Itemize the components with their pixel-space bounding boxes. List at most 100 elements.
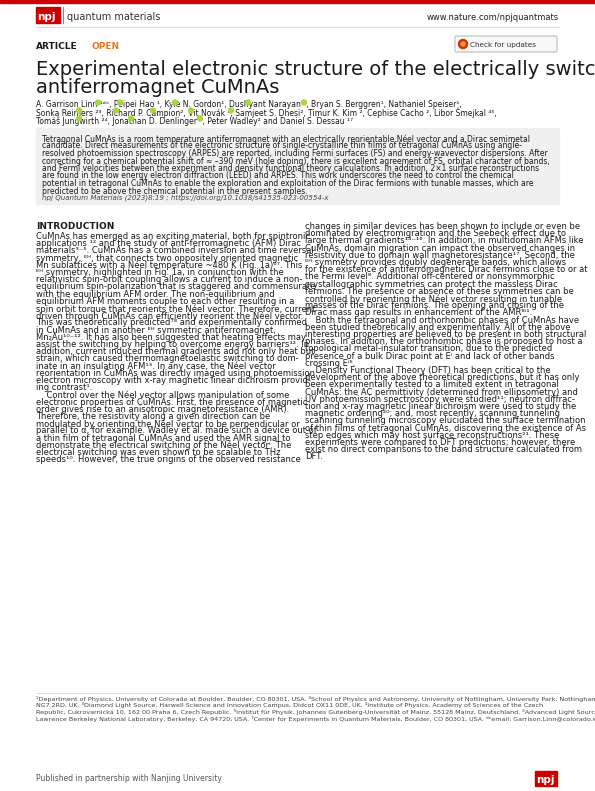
Circle shape (198, 116, 202, 121)
Bar (0, 0, 595, 2)
Text: equilibrium spin-polarization that is staggered and commensurate: equilibrium spin-polarization that is st… (36, 282, 315, 291)
Text: Check for updates: Check for updates (470, 41, 536, 47)
Circle shape (173, 100, 177, 105)
Text: crystallographic symmetries can protect the massless Dirac: crystallographic symmetries can protect … (305, 279, 558, 289)
Text: for the existence of antiferromagnetic Dirac fermions close to or at: for the existence of antiferromagnetic D… (305, 265, 587, 274)
Text: npj Quantum Materials (2023)8:19 ; https://doi.org/10.1038/s41535-023-00554-x: npj Quantum Materials (2023)8:19 ; https… (42, 194, 328, 201)
Text: A. Garrison Linn ¹ᵈˣ, Peipei Hao ¹, Kyle N. Gordon¹, Dushyant Narayan ¹, Bryan S: A. Garrison Linn ¹ᵈˣ, Peipei Hao ¹, Kyle… (36, 100, 462, 109)
Circle shape (151, 108, 155, 113)
Text: reorientation in CuMnAs was directly imaged using photoemission: reorientation in CuMnAs was directly ima… (36, 369, 315, 378)
Text: symmetry, ᴱᴴ, that connects two oppositely oriented magnetic: symmetry, ᴱᴴ, that connects two opposite… (36, 254, 298, 263)
Text: demonstrate the electrical switching of the Néel vectorⁱ. The: demonstrate the electrical switching of … (36, 441, 292, 450)
Text: potential in tetragonal CuMnAs to enable the exploration and exploitation of the: potential in tetragonal CuMnAs to enable… (42, 179, 534, 188)
Text: electron microscopy with x-ray magnetic linear dichroism provid-: electron microscopy with x-ray magnetic … (36, 376, 311, 385)
Circle shape (302, 100, 306, 105)
Text: inate in an insulating AFM¹³. In any case, the Néel vector: inate in an insulating AFM¹³. In any cas… (36, 361, 275, 371)
Bar (36, 7, 60, 23)
Text: INTRODUCTION: INTRODUCTION (36, 222, 114, 231)
Text: fermions. The presence or absence of these symmetries can be: fermions. The presence or absence of the… (305, 287, 574, 296)
Circle shape (461, 42, 465, 46)
Text: Density Functional Theory (DFT) has been critical to the: Density Functional Theory (DFT) has been… (305, 366, 550, 375)
Text: addition, current induced thermal gradients add not only heat but: addition, current induced thermal gradie… (36, 347, 314, 356)
Text: topological metal-insulator transition, due to the predicted: topological metal-insulator transition, … (305, 344, 552, 354)
Text: ¹Department of Physics, University of Colorado at Boulder, Boulder, CO 80301, US: ¹Department of Physics, University of Co… (36, 696, 595, 702)
Circle shape (246, 100, 250, 105)
Text: scanning tunneling microscopy elucidated the surface termination: scanning tunneling microscopy elucidated… (305, 416, 585, 426)
Text: www.nature.com/npjquantmats: www.nature.com/npjquantmats (427, 13, 559, 22)
Text: experiments were compared to DFT predictions; however, there: experiments were compared to DFT predict… (305, 438, 575, 447)
Text: NG7 2RD, UK. ³Diamond Light Source, Harwell Science and Innovation Campus, Didco: NG7 2RD, UK. ³Diamond Light Source, Harw… (36, 702, 543, 709)
Text: correcting for a chemical potential shift of ≈ –390 meV (hole doping), there is : correcting for a chemical potential shif… (42, 157, 550, 165)
Text: order gives rise to an anisotropic magnetoresistance (AMR).: order gives rise to an anisotropic magne… (36, 405, 289, 414)
Text: modulated by orienting the Néel vector to be perpendicular or: modulated by orienting the Néel vector t… (36, 419, 300, 429)
Text: Lawrence Berkeley National Laboratory, Berkeley, CA 94720, USA. ⁷Center for Expe: Lawrence Berkeley National Laboratory, B… (36, 716, 595, 721)
Text: Therefore, the resistivity along a given direction can be: Therefore, the resistivity along a given… (36, 412, 270, 421)
Text: quantum materials: quantum materials (67, 12, 161, 22)
Bar (535, 771, 557, 786)
Text: parallel to α, for example. Wadley et al. made such a device out of: parallel to α, for example. Wadley et al… (36, 426, 317, 435)
Text: equilibrium AFM moments couple to each other resulting in a: equilibrium AFM moments couple to each o… (36, 297, 295, 306)
Text: strain, which caused thermomagnetoelastic switching to dom-: strain, which caused thermomagnetoelasti… (36, 354, 299, 363)
Text: with the equilibrium AFM order. The non-equilibrium and: with the equilibrium AFM order. The non-… (36, 290, 275, 298)
Circle shape (77, 108, 82, 113)
Text: Both the tetragonal and orthorhombic phases of CuMnAs have: Both the tetragonal and orthorhombic pha… (305, 316, 579, 324)
Text: presence of a bulk Dirac point at Eⁱ and lack of other bands: presence of a bulk Dirac point at Eⁱ and… (305, 352, 555, 361)
Text: ing contrast¹.: ing contrast¹. (36, 383, 92, 392)
Text: materials³⁻⁵. CuMnAs has a combined inversion and time reversal: materials³⁻⁵. CuMnAs has a combined inve… (36, 247, 314, 255)
Text: Experimental electronic structure of the electrically switchable: Experimental electronic structure of the… (36, 60, 595, 79)
Text: masses of the Dirac fermions. The opening and closing of the: masses of the Dirac fermions. The openin… (305, 301, 564, 310)
Text: UV photoemission spectroscopy were studied¹¹; neutron diffrac-: UV photoemission spectroscopy were studi… (305, 395, 575, 403)
Circle shape (189, 108, 193, 113)
Text: resolved photoemission spectroscopy (ARPES) are reported, including Fermi surfac: resolved photoemission spectroscopy (ARP… (42, 149, 548, 158)
Text: CuMnAs: the AC permittivity (determined from ellipsometry) and: CuMnAs: the AC permittivity (determined … (305, 388, 578, 396)
Text: and Fermi velocities between the experiment and density functional theory calcul: and Fermi velocities between the experim… (42, 164, 539, 173)
Text: development of the above theoretical predictions, but it has only: development of the above theoretical pre… (305, 373, 580, 382)
Text: Control over the Néel vector allows manipulation of some: Control over the Néel vector allows mani… (36, 391, 289, 400)
Text: OPEN: OPEN (91, 42, 119, 51)
Text: are found in the low energy electron diffraction (LEED) and ARPES. This work und: are found in the low energy electron dif… (42, 172, 514, 180)
Circle shape (129, 116, 133, 121)
Text: phases. In addition, the orthorhombic phase is proposed to host a: phases. In addition, the orthorhombic ph… (305, 337, 583, 346)
Text: This was theoretically predicted⁷⁸ and experimentally confirmed: This was theoretically predicted⁷⁸ and e… (36, 319, 307, 327)
Circle shape (459, 40, 468, 48)
Text: Mn₂Au¹⁰⁻¹². It has also been suggested that heating effects may: Mn₂Au¹⁰⁻¹². It has also been suggested t… (36, 333, 306, 342)
Text: CuMnAs, domain migration can impact the observed changes in: CuMnAs, domain migration can impact the … (305, 244, 575, 252)
Text: resistivity due to domain wall magnetoresistance¹⁷. Second, the: resistivity due to domain wall magnetore… (305, 251, 575, 259)
Text: crossing Eⁱ⁵.: crossing Eⁱ⁵. (305, 359, 355, 368)
Circle shape (96, 100, 101, 105)
Text: tion and x-ray magnetic linear dichroism were used to study the: tion and x-ray magnetic linear dichroism… (305, 402, 576, 411)
Text: npj: npj (37, 13, 55, 22)
Text: step edges which may host surface reconstructions²¹. These: step edges which may host surface recons… (305, 431, 559, 440)
Text: relativistic spin-orbit coupling allows a current to induce a non-: relativistic spin-orbit coupling allows … (36, 275, 302, 284)
Bar (36, 128, 559, 204)
Text: ARTICLE: ARTICLE (36, 42, 77, 51)
Text: Mn sublattices with a Néel temperature ~480 K (Fig. 1a)⁶⁷. This: Mn sublattices with a Néel temperature ~… (36, 261, 302, 271)
FancyBboxPatch shape (455, 36, 557, 52)
Text: ᴱᴴ symmetry, highlighted in Fig. 1a, in conjunction with the: ᴱᴴ symmetry, highlighted in Fig. 1a, in … (36, 268, 284, 277)
Text: been studied theoretically and experimentally. All of the above: been studied theoretically and experimen… (305, 323, 571, 331)
Text: spin orbit torque that reorients the Néel vector. Therefore, current: spin orbit torque that reorients the Née… (36, 304, 315, 313)
Circle shape (77, 116, 82, 121)
Text: large thermal gradients¹⁴⁻¹⁶. In addition, in multidomain AFMs like: large thermal gradients¹⁴⁻¹⁶. In additio… (305, 237, 584, 245)
Text: in CuMnAs and in another ᴱᴴ symmetric antiferromagnet,: in CuMnAs and in another ᴱᴴ symmetric an… (36, 326, 276, 335)
Text: Sonka Reimers ²³, Richard P. Campion², Vit Novák ⁴, Samjeet S. Dhesi², Timur K. : Sonka Reimers ²³, Richard P. Campion², V… (36, 108, 497, 119)
Text: electronic properties of CuMnAs. First, the presence of magnetic: electronic properties of CuMnAs. First, … (36, 398, 308, 407)
Text: applications ¹² and the study of anti-ferromagnetic (AFM) Dirac: applications ¹² and the study of anti-fe… (36, 239, 301, 248)
Text: of thin films of tetragonal CuMnAs, discovering the existence of As: of thin films of tetragonal CuMnAs, disc… (305, 424, 586, 433)
Circle shape (117, 100, 123, 105)
Text: Published in partnership with Nanjing University: Published in partnership with Nanjing Un… (36, 774, 222, 783)
Text: npj: npj (536, 775, 555, 785)
Text: driven through CuMnAs can efficiently reorient the Néel vector.: driven through CuMnAs can efficiently re… (36, 311, 303, 320)
Text: interesting properties are believed to be present in both structural: interesting properties are believed to b… (305, 330, 587, 339)
Text: Republic, Cukrovarnická 10, 162 00 Praha 6, Czech Republic. ⁵Institut für Physik: Republic, Cukrovarnická 10, 162 00 Praha… (36, 709, 595, 715)
Text: Tetragonal CuMnAs is a room temperature antiferromagnet with an electrically reo: Tetragonal CuMnAs is a room temperature … (42, 134, 530, 143)
Text: exist no direct comparisons to the band structure calculated from: exist no direct comparisons to the band … (305, 445, 582, 454)
Text: predicted to be above the chemical potential in the present samples.: predicted to be above the chemical poten… (42, 187, 308, 195)
Text: CuMnAs has emerged as an exciting material, both for spintronic: CuMnAs has emerged as an exciting materi… (36, 232, 310, 241)
Text: the Fermi level⁸. Additional off-centered or nonsymmorphic: the Fermi level⁸. Additional off-centere… (305, 272, 555, 282)
Text: antiferromagnet CuMnAs: antiferromagnet CuMnAs (36, 78, 280, 97)
Text: controlled by reorienting the Néel vector resulting in tunable: controlled by reorienting the Néel vecto… (305, 294, 562, 304)
Text: speeds¹⁰. However, the true origins of the observed resistance: speeds¹⁰. However, the true origins of t… (36, 455, 300, 464)
Circle shape (228, 108, 233, 113)
Text: a thin film of tetragonal CuMnAs and used the AMR signal to: a thin film of tetragonal CuMnAs and use… (36, 433, 290, 443)
